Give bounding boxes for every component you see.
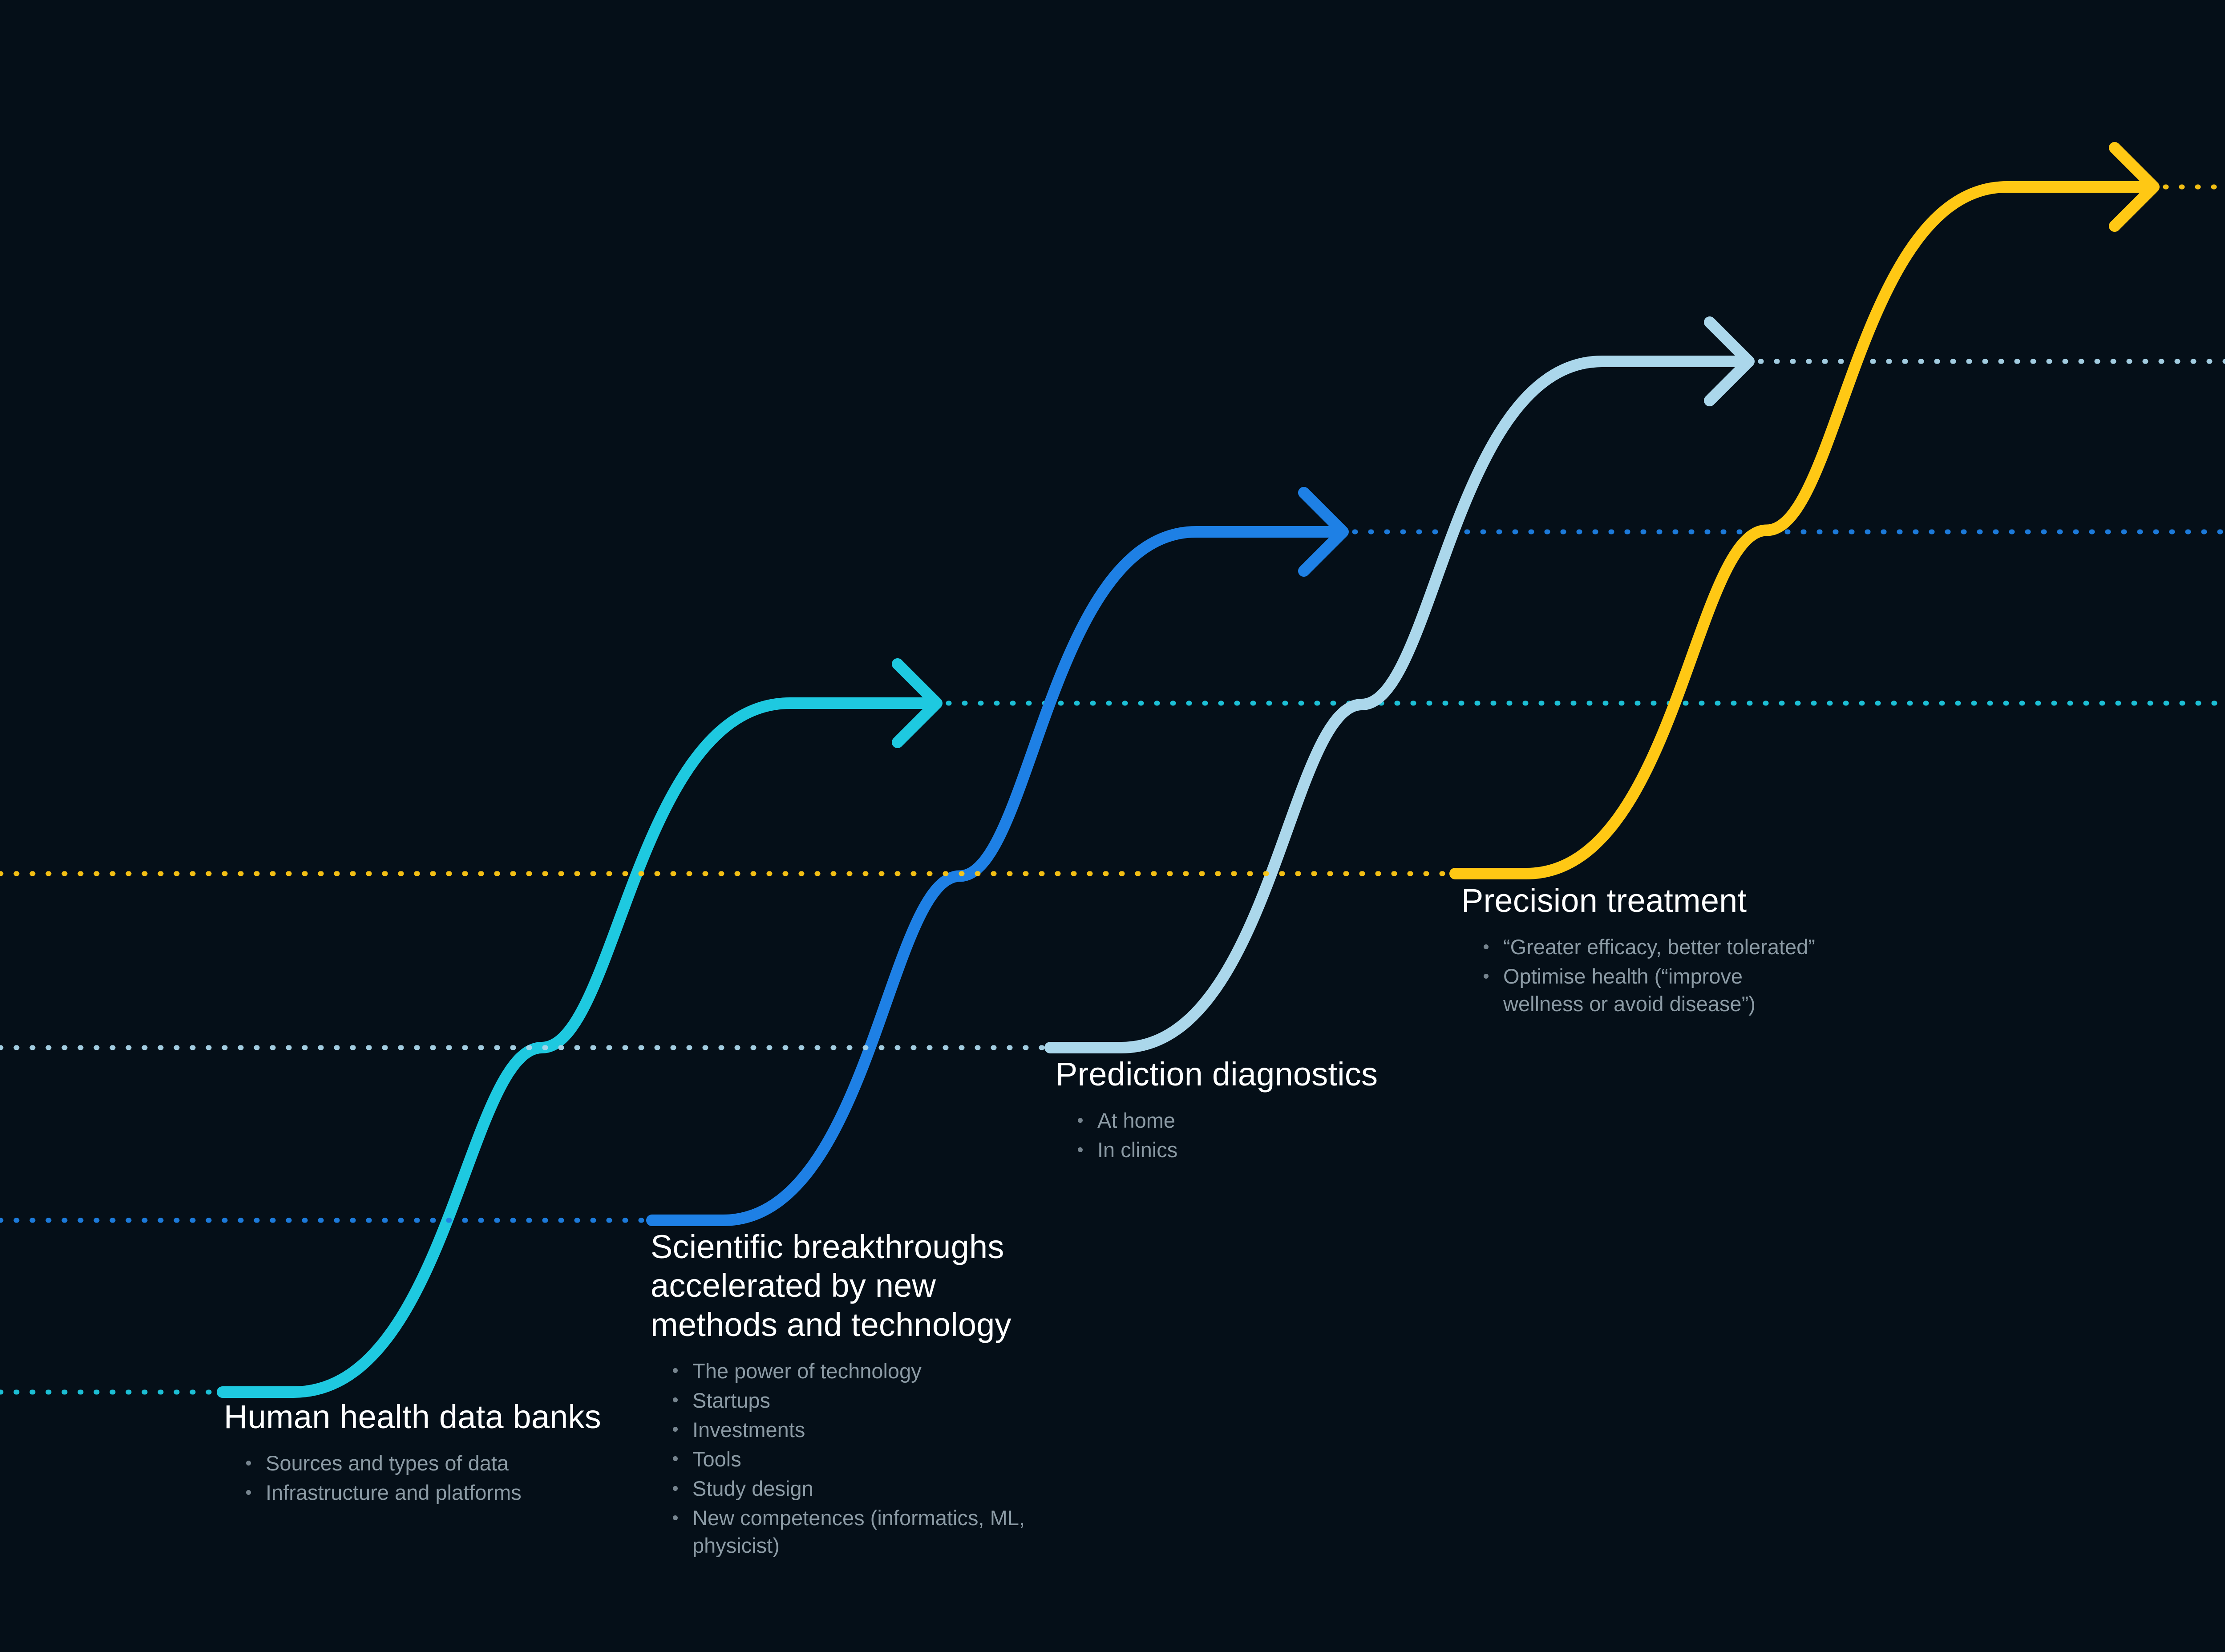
list-item-label: Startups: [692, 1388, 771, 1412]
bullet-dot-icon: [1078, 1118, 1083, 1123]
stage-heading-prediction-diagnostics: Prediction diagnostics: [1056, 1056, 1378, 1093]
bullet-dot-icon: [1078, 1147, 1083, 1152]
list-item-label: New competences (informatics, ML, physic…: [692, 1506, 1025, 1558]
list-item: New competences (informatics, ML, physic…: [673, 1504, 1051, 1559]
list-item-label: At home: [1097, 1109, 1176, 1133]
list-item-label: In clinics: [1097, 1138, 1178, 1162]
list-item-label: Optimise health (“improve wellness or av…: [1503, 964, 1756, 1016]
curve-group-3: [0, 316, 2225, 1053]
bullet-dot-icon: [1484, 944, 1489, 949]
stage-bullet-list-prediction-diagnostics: At home In clinics: [1056, 1107, 1501, 1164]
bullet-dot-icon: [673, 1427, 678, 1432]
list-item-label: Sources and types of data: [266, 1451, 509, 1475]
bullet-dot-icon: [246, 1460, 251, 1466]
list-item: Investments: [673, 1416, 1051, 1444]
list-item-label: Study design: [692, 1477, 813, 1501]
arrow-head-icon: [2109, 142, 2160, 232]
list-item: Infrastructure and platforms: [246, 1479, 713, 1506]
stage-block-scientific-breakthroughs: Scientific breakthroughs accelerated by …: [651, 1227, 1051, 1561]
list-item: Study design: [673, 1475, 1051, 1502]
bullet-dot-icon: [673, 1486, 678, 1491]
list-item: Tools: [673, 1446, 1051, 1473]
stage-bullet-list-scientific-breakthroughs: The power of technology Startups Investmen…: [651, 1357, 1051, 1559]
list-item: Sources and types of data: [246, 1450, 713, 1477]
s-curve-path: [1044, 356, 1750, 1053]
list-item-label: Investments: [692, 1418, 805, 1441]
list-item: “Greater efficacy, better tolerated”: [1484, 933, 1817, 961]
stage-heading-precision-treatment: Precision treatment: [1461, 882, 1747, 919]
list-item-label: “Greater efficacy, better tolerated”: [1503, 935, 1815, 959]
stage-heading-human-health-data-banks: Human health data banks: [224, 1398, 601, 1435]
curve-group-1: [0, 658, 2225, 1398]
bullet-dot-icon: [1484, 973, 1489, 979]
s-curve-path: [1449, 181, 2155, 879]
list-item-label: Infrastructure and platforms: [266, 1481, 522, 1505]
list-item: In clinics: [1078, 1136, 1501, 1164]
bullet-dot-icon: [673, 1456, 678, 1462]
arrow-head-icon: [1704, 316, 1755, 406]
arrow-head-icon: [1298, 487, 1349, 577]
stage-bullet-list-human-health-data-banks: Sources and types of data Infrastructure …: [224, 1450, 713, 1506]
stage-block-prediction-diagnostics: Prediction diagnostics At home In clinics: [1056, 1055, 1501, 1166]
s-curve-path: [217, 697, 938, 1398]
list-item: At home: [1078, 1107, 1501, 1134]
list-item: Startups: [673, 1387, 1051, 1414]
list-item: Optimise health (“improve wellness or av…: [1484, 963, 1817, 1018]
curve-group-2: [0, 487, 2225, 1226]
stage-block-human-health-data-banks: Human health data banks Sources and types…: [224, 1397, 713, 1508]
s-curve-path: [646, 526, 1344, 1226]
list-item-label: Tools: [692, 1447, 741, 1471]
bullet-dot-icon: [673, 1397, 678, 1403]
list-item-label: The power of technology: [692, 1359, 922, 1383]
stage-bullet-list-precision-treatment: “Greater efficacy, better tolerated” Opti…: [1461, 933, 1817, 1018]
list-item: The power of technology: [673, 1357, 1051, 1385]
stage-heading-scientific-breakthroughs: Scientific breakthroughs accelerated by …: [651, 1228, 1011, 1343]
stage-block-precision-treatment: Precision treatment “Greater efficacy, be…: [1461, 881, 1817, 1020]
bullet-dot-icon: [673, 1368, 678, 1373]
bullet-dot-icon: [246, 1490, 251, 1495]
arrow-head-icon: [892, 658, 943, 748]
curve-group-4: [0, 142, 2225, 879]
bullet-dot-icon: [673, 1515, 678, 1520]
